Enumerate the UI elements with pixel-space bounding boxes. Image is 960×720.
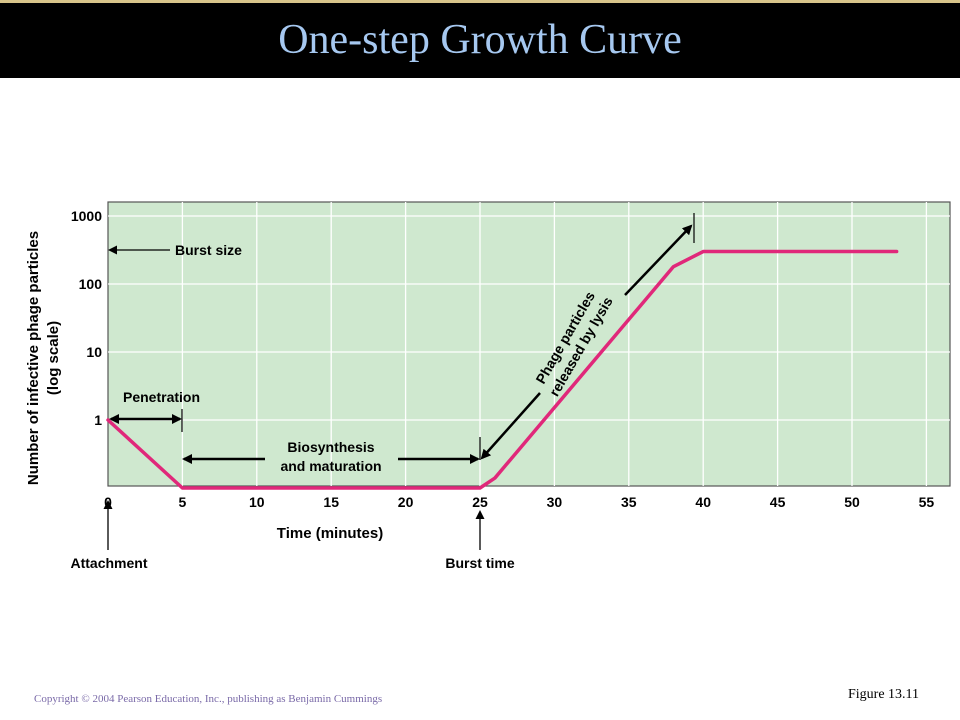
penetration-label: Penetration (123, 389, 200, 405)
figure-label: Figure 13.11 (848, 687, 920, 702)
y-axis-label: Number of infective phage particles (25, 231, 42, 485)
x-tick-label: 5 (179, 494, 187, 510)
x-tick-label: 20 (398, 494, 414, 510)
slide-title: One-step Growth Curve (278, 17, 682, 63)
y-tick-label: 10 (86, 344, 102, 360)
y-axis-label-unit: (log scale) (45, 321, 62, 395)
x-tick-label: 40 (695, 494, 711, 510)
lysis-arrow-upper (624, 224, 693, 296)
maturation-label: and maturation (280, 458, 381, 474)
biosynthesis-label: Biosynthesis (287, 439, 374, 455)
x-tick-label: 15 (323, 494, 339, 510)
growth-curve-line (106, 249, 899, 490)
x-tick-label: 50 (844, 494, 860, 510)
x-tick-label: 30 (547, 494, 563, 510)
lysis-arrow-lower (480, 392, 541, 460)
y-tick-label: 1 (94, 412, 102, 428)
burst-time-label: Burst time (445, 555, 514, 571)
x-tick-label: 25 (472, 494, 488, 510)
y-tick-label: 1000 (71, 208, 102, 224)
copyright-text: Copyright © 2004 Pearson Education, Inc.… (34, 693, 383, 705)
x-tick-label: 10 (249, 494, 265, 510)
attachment-label: Attachment (70, 555, 147, 571)
x-tick-label: 55 (919, 494, 935, 510)
x-tick-label: 45 (770, 494, 786, 510)
burst-size-label: Burst size (175, 242, 242, 258)
title-bar (0, 0, 960, 78)
x-tick-label: 35 (621, 494, 637, 510)
y-tick-label: 100 (79, 276, 103, 292)
x-axis-label: Time (minutes) (277, 525, 383, 542)
